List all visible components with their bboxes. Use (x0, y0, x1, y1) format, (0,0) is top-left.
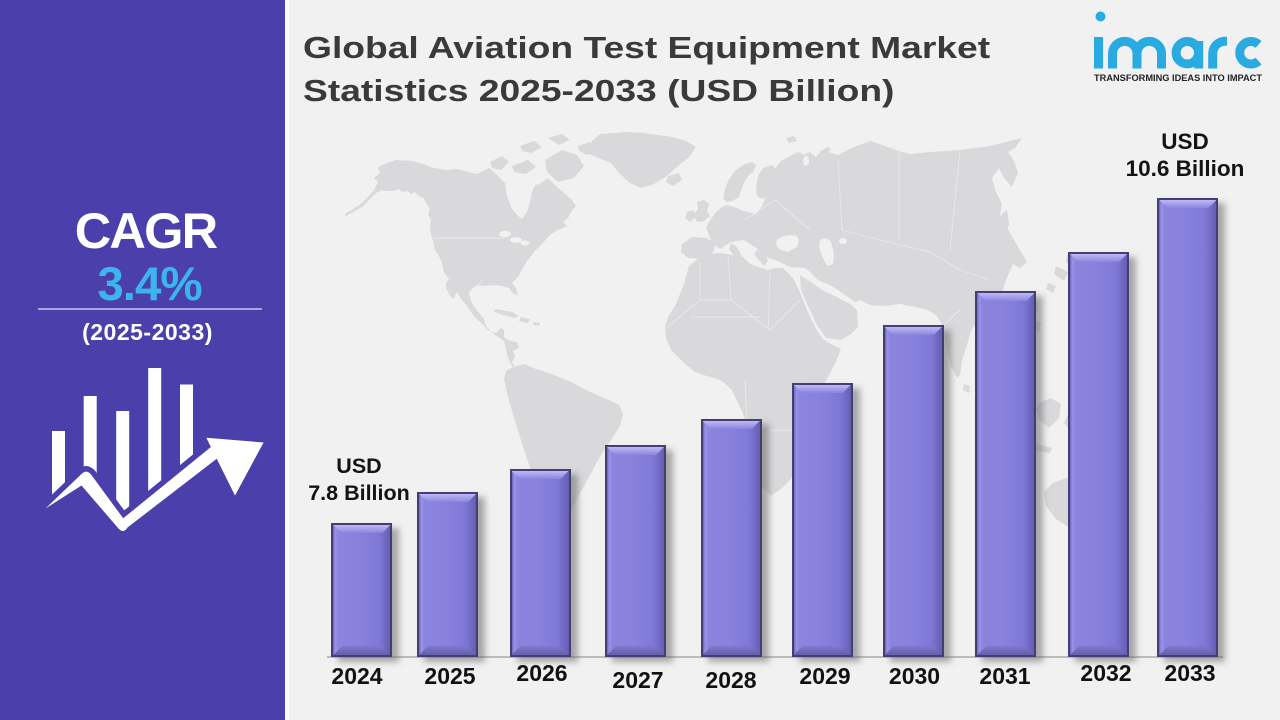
svg-text:TRANSFORMING IDEAS INTO IMPACT: TRANSFORMING IDEAS INTO IMPACT (1094, 72, 1262, 83)
